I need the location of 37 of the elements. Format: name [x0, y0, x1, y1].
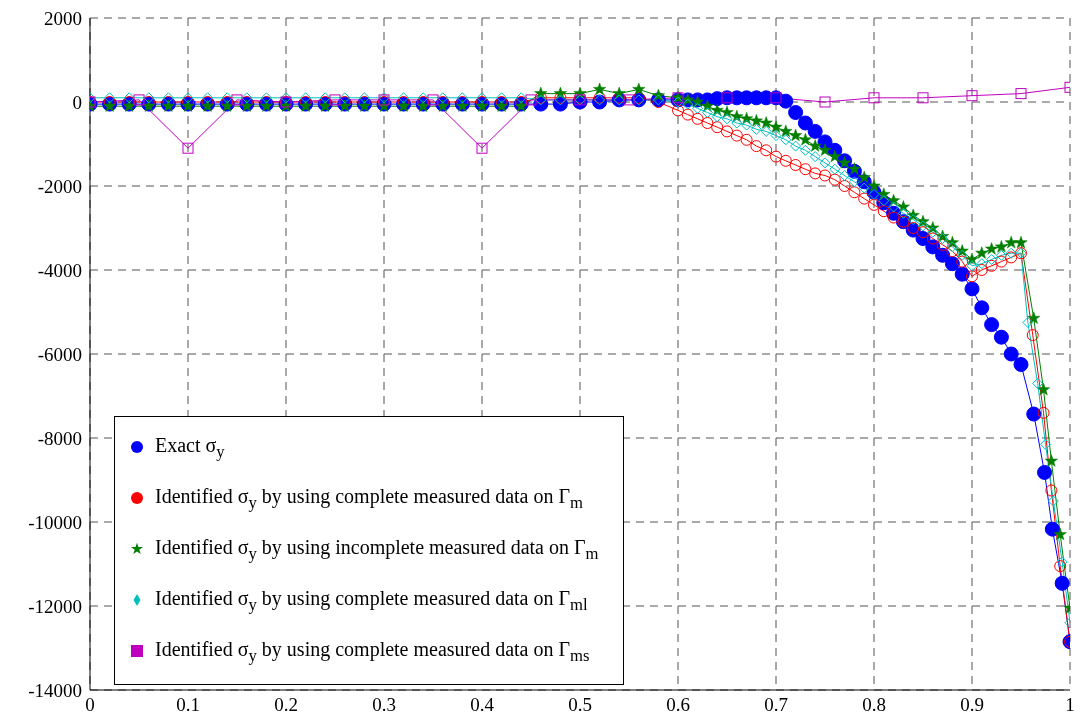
point [819, 96, 831, 108]
x-tick-label: 0.9 [960, 694, 984, 716]
y-tick-label: -2000 [37, 175, 82, 197]
point [427, 94, 439, 106]
x-tick-label: 0.3 [372, 694, 396, 716]
x-tick-label: 0.4 [470, 694, 495, 716]
x-tick-label: 0.2 [274, 694, 298, 716]
y-tick-label: -12000 [28, 595, 82, 617]
point [917, 92, 929, 104]
y-tick-label: -6000 [37, 343, 82, 365]
x-tick-label: 0.5 [568, 694, 592, 716]
y-tick-label: 0 [72, 91, 82, 113]
legend-label: Identified σ$_{y}$ by using complete measured data on Γ$_{ml}$ [155, 587, 588, 614]
y-tick-label: 2000 [44, 7, 82, 29]
legend-label: Identified σ$_{y}$ by using complete measured data on Γ$_{ms}$ [155, 638, 590, 665]
point [476, 142, 488, 154]
legend-label: Identified σ$_{y}$ by using incomplete measured data on Γ$_{m}$ [155, 536, 599, 563]
y-tick-label: -10000 [28, 511, 82, 533]
legend-label: Exact σ$_{y}$ [155, 434, 225, 461]
point [329, 94, 341, 106]
point [182, 142, 194, 154]
point [966, 90, 978, 102]
x-tick-label: 0.7 [764, 694, 788, 716]
x-tick-label: 0.8 [862, 694, 886, 716]
point [868, 92, 880, 104]
x-tick-label: 0.6 [666, 694, 690, 716]
point [525, 94, 537, 106]
point [133, 94, 145, 106]
x-tick-label: 1 [1065, 694, 1075, 716]
point [1015, 88, 1027, 100]
x-tick-label: 0.1 [176, 694, 200, 716]
y-tick-label: -4000 [37, 259, 82, 281]
point [231, 94, 243, 106]
y-tick-label: -8000 [37, 427, 82, 449]
y-tick-label: -14000 [28, 679, 82, 701]
point [623, 94, 635, 106]
legend-label: Identified σ$_{y}$ by using complete measured data on Γ$_{m}$ [155, 485, 583, 512]
